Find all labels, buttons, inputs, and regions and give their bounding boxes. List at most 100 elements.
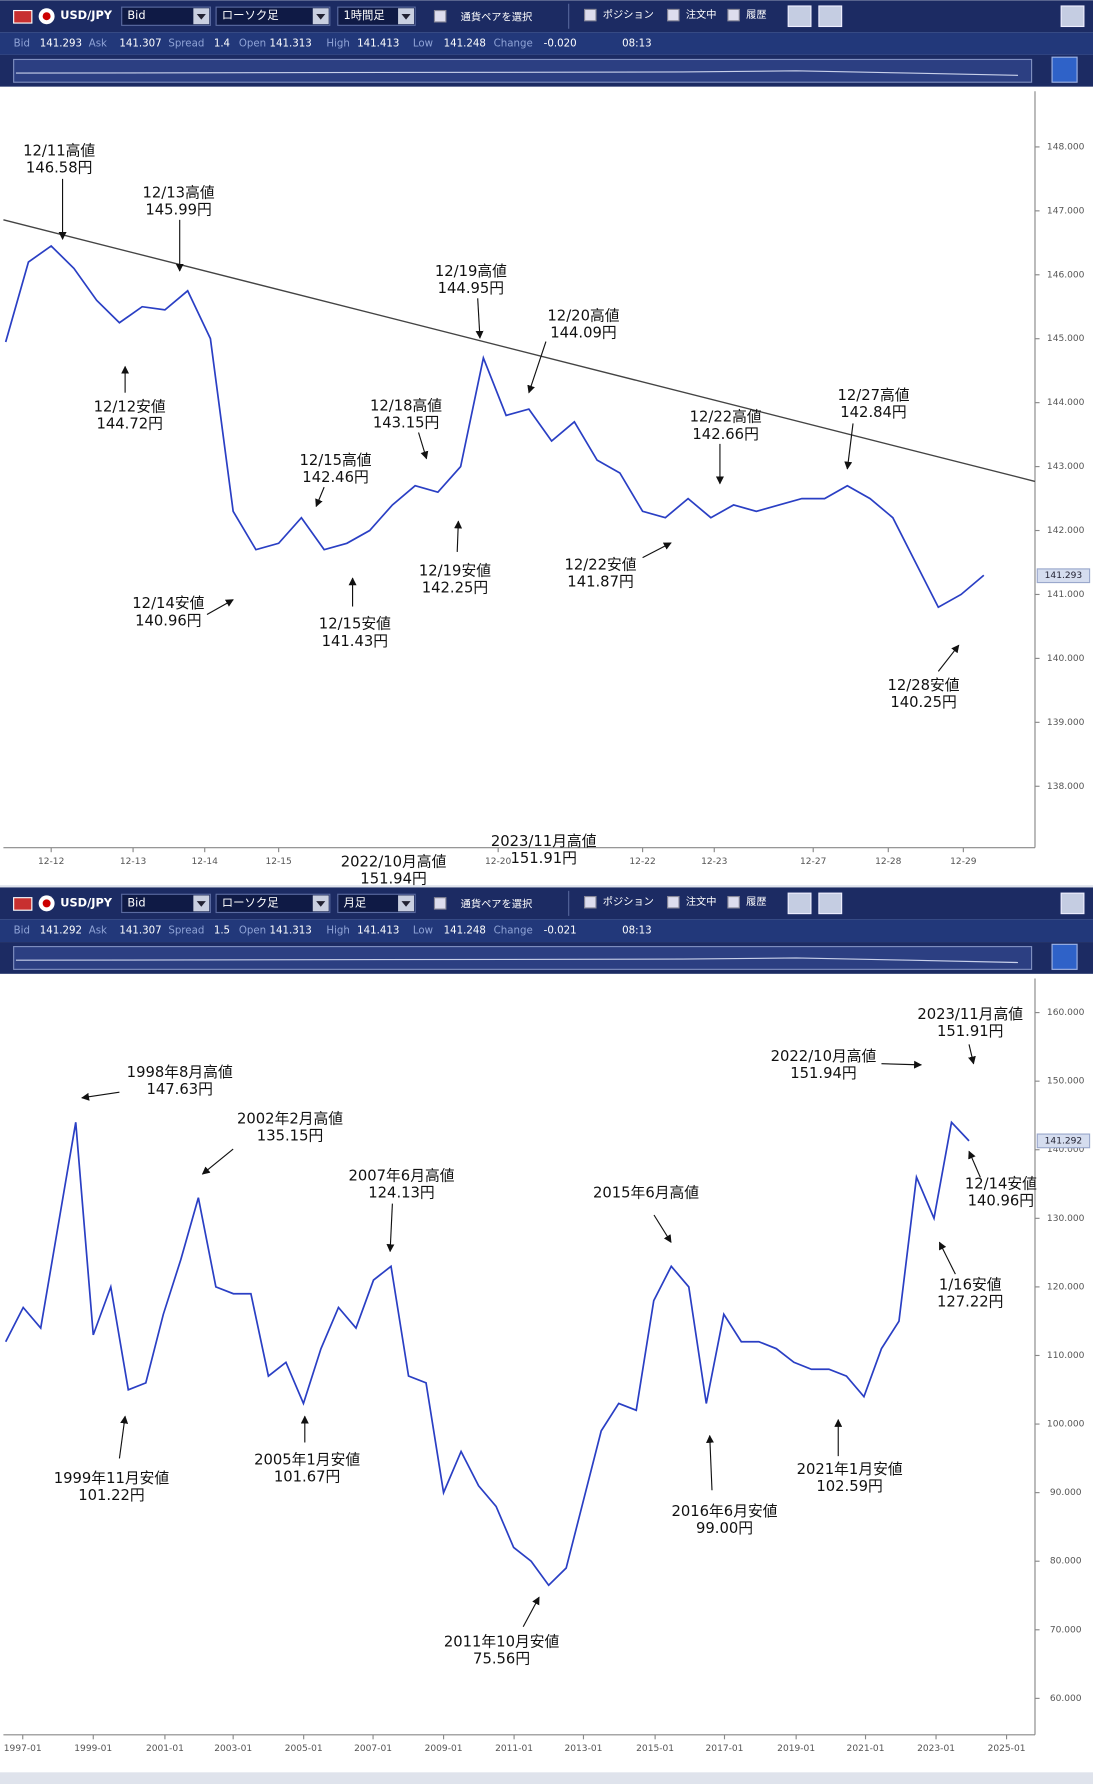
quote-value: 1.5	[214, 926, 230, 937]
annotation-price: 127.22円	[937, 1294, 1003, 1311]
annotation-label: 12/11高値	[23, 143, 95, 160]
checkbox[interactable]	[667, 8, 680, 22]
x-tick-label: 12-28	[875, 857, 902, 867]
annotation-arrow	[118, 1415, 129, 1459]
dropdown[interactable]	[337, 6, 416, 26]
checkbox[interactable]	[584, 895, 597, 909]
y-tick-label: 70.000	[1050, 1625, 1082, 1635]
dropdown[interactable]	[337, 893, 416, 914]
dropdown-arrow	[401, 13, 411, 20]
chart-panel: USD/JPY Bid ローソク足 月足 通貨ペアを選択 ポジション 注文中 履歴 Bid 141…	[0, 887, 1093, 1773]
quote-label: Ask	[89, 39, 107, 50]
y-tick-label: 130.000	[1047, 1214, 1085, 1224]
y-tick-label: 144.000	[1047, 398, 1085, 408]
x-tick-label: 2019-01	[777, 1744, 815, 1754]
annotation-label: 12/19安値	[419, 562, 491, 579]
x-tick-label: 2009-01	[425, 1744, 463, 1754]
icon-button[interactable]	[818, 892, 843, 915]
navigator-button[interactable]	[1051, 943, 1078, 970]
navigator-button[interactable]	[1051, 56, 1078, 83]
checkbox[interactable]	[727, 895, 740, 909]
annotation-price: 140.96円	[135, 612, 201, 629]
annotation-arrow	[881, 1060, 923, 1069]
quote-value: 141.307	[119, 926, 161, 937]
dropdown[interactable]	[121, 893, 211, 914]
x-tick-label: 2011-01	[495, 1744, 533, 1754]
checkbox[interactable]	[667, 895, 680, 909]
annotation-label: 12/12安値	[94, 398, 166, 415]
icon-button[interactable]	[1060, 892, 1085, 915]
quote-label: Change	[494, 926, 533, 937]
pair-select: 通貨ペアを選択	[461, 898, 533, 911]
annotation-arrow	[653, 1214, 672, 1243]
quote-value: 141.248	[444, 39, 486, 50]
annotation-price: 144.72円	[96, 416, 162, 433]
x-tick-label: 1997-01	[4, 1744, 42, 1754]
dropdown-arrow	[196, 13, 206, 20]
dropdown[interactable]	[121, 6, 211, 26]
quote-label: Spread	[168, 926, 204, 937]
annotation-price: 101.67円	[274, 1469, 340, 1486]
annotation-arrow	[938, 1241, 956, 1275]
annotation-label: 12/27高値	[837, 387, 909, 404]
annotation-price: 99.00円	[696, 1520, 753, 1537]
quote-label: Open	[239, 39, 266, 50]
dropdown-value: Bid	[127, 895, 145, 909]
price-line	[4, 1120, 970, 1587]
quote-bar	[0, 32, 1093, 55]
icon-button[interactable]	[818, 5, 843, 28]
quote-value: 141.313	[270, 926, 312, 937]
toggle-label: 履歴	[746, 9, 766, 21]
annotation-label: 12/20高値	[547, 307, 619, 324]
quote-label: Change	[494, 39, 533, 50]
annotation-label: 2016年6月安値	[671, 1503, 777, 1520]
annotation-price: 135.15円	[257, 1128, 323, 1145]
annotation-arrow	[475, 298, 484, 339]
x-tick-label: 2025-01	[988, 1744, 1026, 1754]
quote-label: Low	[413, 926, 433, 937]
y-tick-label: 143.000	[1047, 462, 1085, 472]
quote-label: High	[326, 39, 349, 50]
checkbox[interactable]	[433, 897, 447, 910]
pair-name: USD/JPY	[60, 8, 113, 22]
icon-button[interactable]	[1060, 5, 1085, 28]
annotation-arrow	[418, 432, 429, 460]
annotation-price: 151.91円	[937, 1023, 1003, 1040]
toggle-label: 注文中	[686, 895, 717, 908]
quote-bar	[0, 919, 1093, 943]
annotation-arrow	[201, 1148, 234, 1175]
x-tick-label: 12-12	[38, 857, 64, 867]
icon-button[interactable]	[787, 892, 812, 915]
annotation-arrow	[968, 1044, 976, 1065]
y-tick-label: 141.000	[1047, 590, 1085, 600]
dropdown[interactable]	[215, 893, 331, 914]
chart-panel: USD/JPY Bid ローソク足 1時間足 通貨ペアを選択 ポジション 注文中 履歴 Bid 1…	[0, 0, 1093, 886]
checkbox[interactable]	[584, 8, 597, 22]
checkbox[interactable]	[433, 9, 447, 23]
x-tick-label: 1999-01	[74, 1744, 112, 1754]
annotation-label: 12/22高値	[690, 409, 762, 426]
quote-value: 1.4	[214, 39, 230, 50]
annotation-label: 12/18高値	[370, 397, 442, 414]
annotation-arrow	[386, 1203, 395, 1253]
checkbox[interactable]	[727, 8, 740, 22]
quote-label: Bid	[14, 39, 30, 50]
dropdown-value: 月足	[343, 895, 366, 909]
annotation-label: 12/15高値	[299, 452, 371, 469]
annotation-label: 2015年6月高値	[593, 1184, 699, 1201]
x-tick-label: 12-27	[800, 857, 826, 867]
icon-button[interactable]	[787, 5, 812, 28]
quote-value: 141.413	[357, 926, 399, 937]
annotation-label: 12/22安値	[564, 557, 636, 574]
toggle-label: 注文中	[686, 8, 717, 21]
annotation-label: 2023/11月高値	[491, 833, 597, 850]
annotation-label: 2022/10月高値	[771, 1048, 877, 1065]
toggle-label: ポジション	[603, 896, 654, 908]
y-tick-label: 150.000	[1047, 1077, 1085, 1087]
dropdown[interactable]	[215, 6, 331, 26]
last-price: 141.293	[1045, 571, 1083, 581]
annotation-price: 142.66円	[692, 426, 758, 443]
annotation-price: 144.09円	[550, 325, 616, 342]
annotation-arrow	[206, 599, 234, 615]
